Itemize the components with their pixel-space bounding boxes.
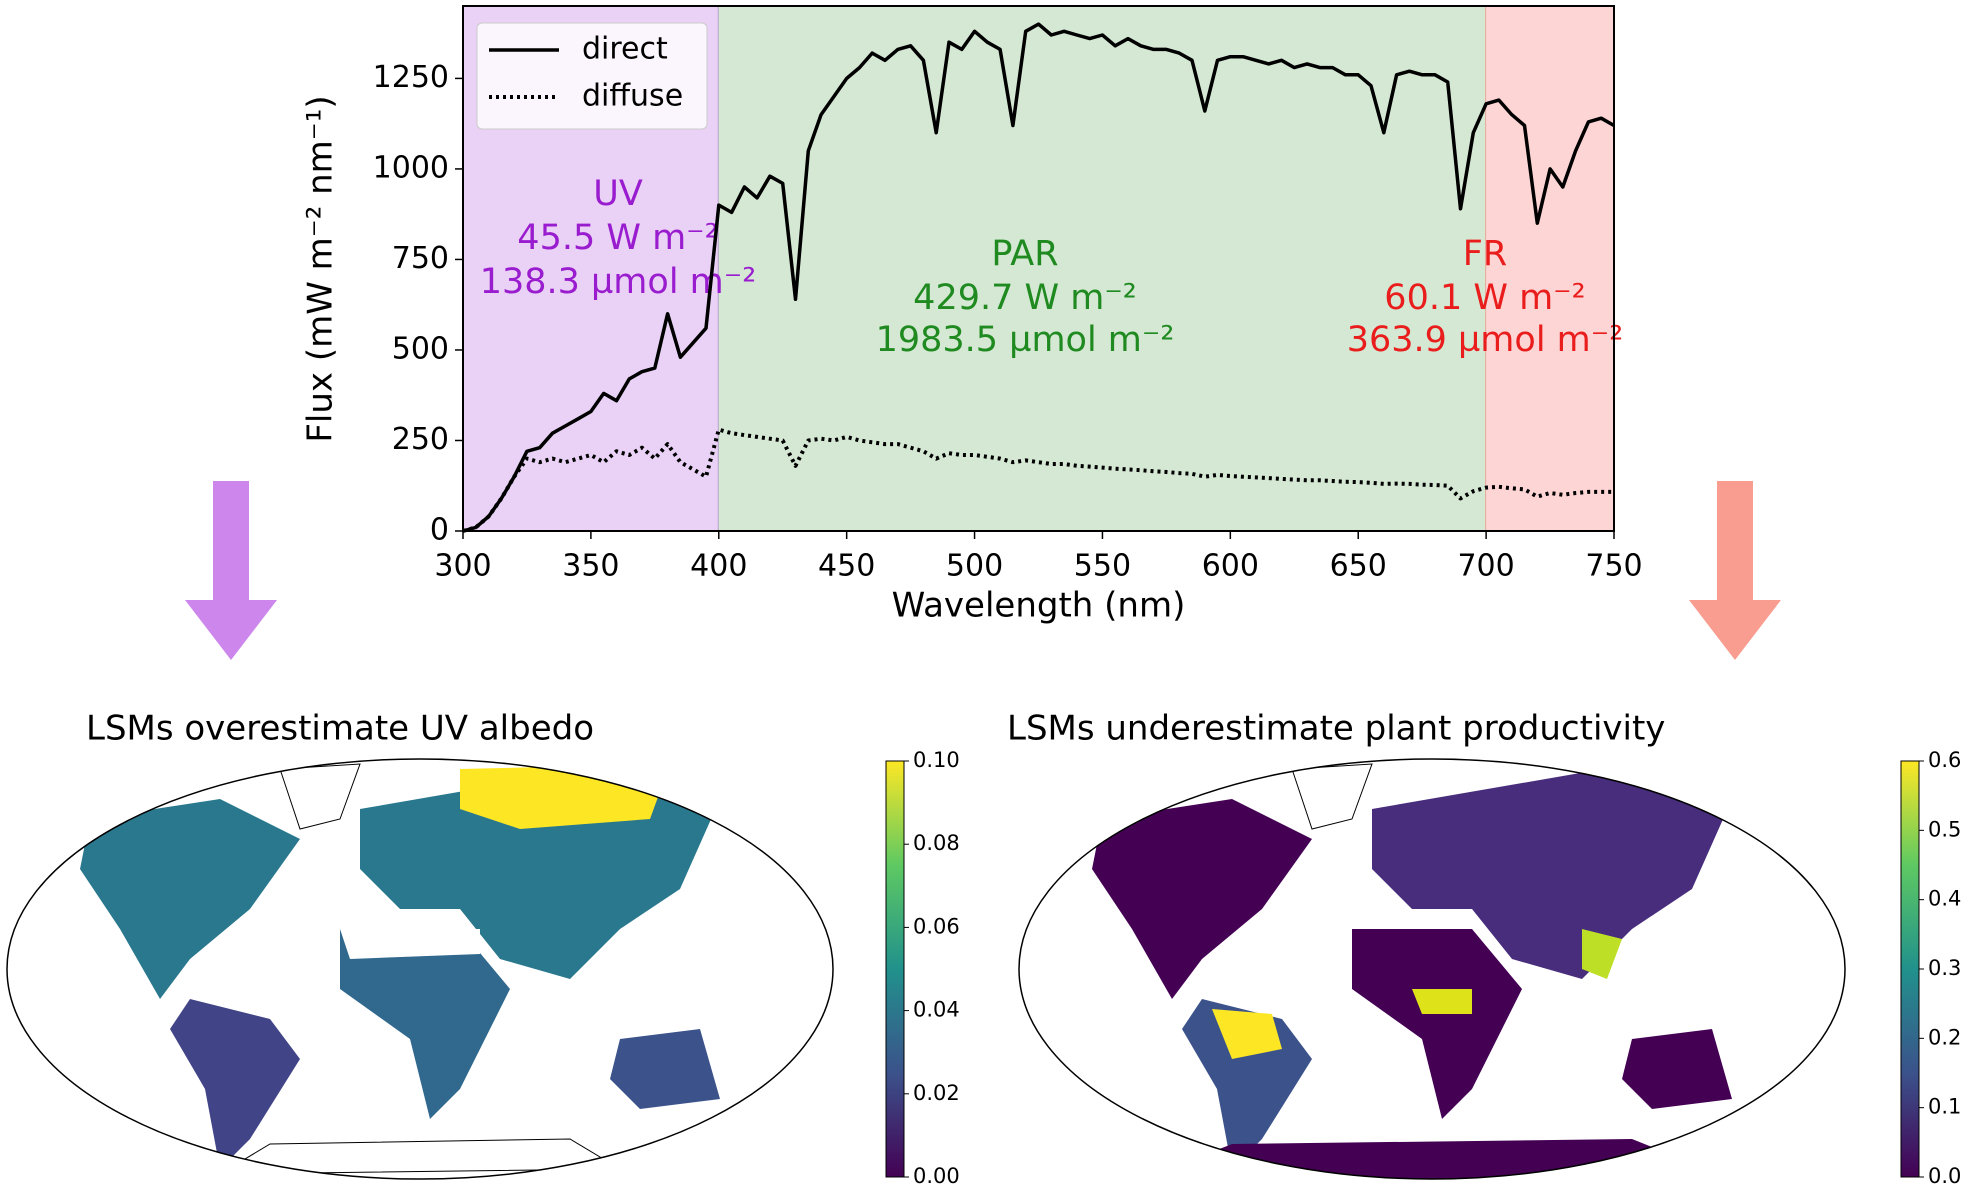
colorbar-tick-label: 0.6: [1928, 748, 1961, 772]
legend-label: direct: [582, 32, 668, 67]
colorbar: [885, 760, 905, 1178]
antarctica: [218, 1138, 622, 1175]
region-annotation: 1983.5 µmol m⁻²: [876, 320, 1175, 360]
map-border: [6, 758, 834, 1180]
colorbar-tick-label: 0.06: [913, 914, 960, 938]
colorbar-tick-label: 0.04: [913, 998, 960, 1022]
region-annotation: 363.9 µmol m⁻²: [1347, 320, 1624, 360]
colorbar-tick-label: 0.0: [1928, 1164, 1961, 1188]
colorbar: [1900, 760, 1920, 1178]
region-band: [718, 6, 1487, 531]
eurasia: [1372, 764, 1732, 979]
colorbar-tick-label: 0.4: [1928, 887, 1961, 911]
map-title: LSMs underestimate plant productivity: [1007, 709, 1665, 749]
region-annotation: UV: [593, 174, 643, 214]
y-tick-label: 1250: [373, 60, 449, 95]
x-tick-label: 500: [946, 549, 1003, 584]
x-tick-label: 400: [690, 549, 747, 584]
colorbar-tick-label: 0.2: [1928, 1025, 1961, 1049]
plot-frame: [462, 5, 1615, 532]
colorbar-tick-label: 0.1: [1928, 1095, 1961, 1119]
y-tick-label: 1000: [373, 150, 449, 185]
productivity-map: [1018, 758, 1846, 1180]
series-line: [462, 22, 1615, 533]
colorbar-tick-label: 0.5: [1928, 817, 1961, 841]
y-axis-label: Flux (mW m⁻² nm⁻¹): [301, 95, 341, 442]
greenland: [1291, 763, 1373, 830]
australia: [610, 1029, 720, 1109]
colorbar-tick-label: 0.3: [1928, 956, 1961, 980]
region-band: [1486, 6, 1614, 531]
map-annotations: LSMs overestimate UV albedo 0.00 0.02 0.04 0…: [86, 709, 1961, 1189]
africa: [340, 929, 510, 1119]
x-tick-label: 450: [818, 549, 875, 584]
x-axis-label: Wavelength (nm): [892, 586, 1186, 626]
colorbar-tick-label: 0.00: [913, 1164, 960, 1188]
fr-arrow: [1689, 481, 1781, 660]
greenland: [279, 763, 361, 830]
region-annotation: 138.3 µmol m⁻²: [480, 262, 757, 302]
antarctica: [1132, 1139, 1732, 1179]
colorbar-tick-label: 0.08: [913, 831, 960, 855]
uv-arrow: [185, 481, 277, 660]
x-tick-label: 550: [1074, 549, 1131, 584]
uv-albedo-map: [6, 758, 834, 1180]
y-tick-label: 250: [392, 422, 449, 457]
amazon: [1212, 1009, 1282, 1059]
region-annotation: FR: [1463, 234, 1507, 274]
y-tick-label: 750: [392, 241, 449, 276]
x-tick-label: 350: [562, 549, 619, 584]
siberia: [460, 764, 670, 829]
y-tick-label: 500: [392, 331, 449, 366]
map-title: LSMs overestimate UV albedo: [86, 709, 594, 749]
sahara: [340, 929, 480, 959]
congo: [1412, 989, 1472, 1014]
south-america: [170, 999, 300, 1169]
colorbar-tick-label: 0.02: [913, 1081, 960, 1105]
australia: [1622, 1029, 1732, 1109]
region-annotation: PAR: [991, 234, 1058, 274]
x-tick-label: 650: [1330, 549, 1387, 584]
north-america: [1092, 799, 1312, 999]
region-annotation: 45.5 W m⁻²: [517, 218, 718, 258]
north-america: [80, 799, 300, 999]
x-tick-label: 700: [1457, 549, 1514, 584]
legend-label: diffuse: [582, 79, 683, 114]
colorbar-tick-label: 0.10: [913, 748, 960, 772]
x-tick-label: 750: [1585, 549, 1642, 584]
map-border: [1018, 758, 1846, 1180]
region-annotation: 429.7 W m⁻²: [913, 278, 1137, 318]
y-tick-label: 0: [430, 513, 449, 548]
se-asia: [1582, 929, 1622, 979]
africa: [1352, 929, 1522, 1119]
x-tick-label: 600: [1202, 549, 1259, 584]
x-tick-label: 300: [434, 549, 491, 584]
region-annotation: 60.1 W m⁻²: [1384, 278, 1585, 318]
